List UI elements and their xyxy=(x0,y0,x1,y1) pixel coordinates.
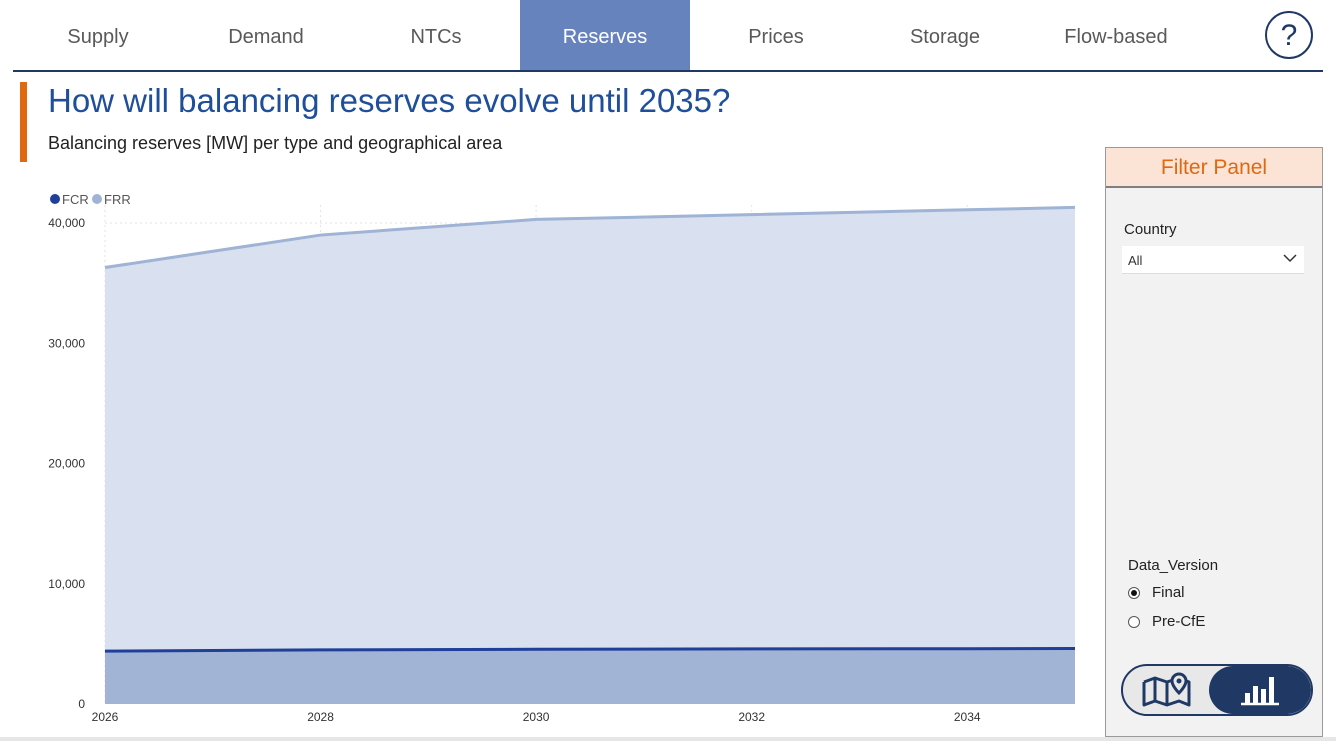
question-mark-icon: ? xyxy=(1280,19,1298,52)
title-accent-bar xyxy=(20,82,27,162)
bar-chart-icon xyxy=(1241,677,1279,706)
y-tick-label: 40,000 xyxy=(48,216,85,230)
x-tick-label: 2026 xyxy=(92,710,119,724)
page-title: How will balancing reserves evolve until… xyxy=(48,82,731,119)
series-line-fcr xyxy=(104,646,1076,653)
reserves-area-chart: 0 10,000 20,000 30,000 40,000 2026 2028 2030 203… xyxy=(48,192,1076,724)
radio-final[interactable] xyxy=(1128,587,1140,599)
legend-label-frr: FRR xyxy=(104,192,131,207)
x-tick-label: 2032 xyxy=(738,710,765,724)
y-tick-label: 0 xyxy=(78,697,85,711)
country-dropdown[interactable]: All xyxy=(1122,246,1304,274)
data-version-label: Data_Version xyxy=(1128,557,1219,574)
legend-marker-frr xyxy=(92,194,102,204)
filter-panel-title: Filter Panel xyxy=(1106,148,1322,188)
radio-pre-cfe-label: Pre-CfE xyxy=(1152,613,1206,630)
country-dropdown-value: All xyxy=(1128,253,1143,268)
radio-final-label: Final xyxy=(1152,584,1185,601)
tab-ntcs[interactable]: NTCs xyxy=(410,26,462,48)
top-navigation: Supply Demand NTCs Reserves Prices Stora… xyxy=(13,0,1323,72)
series-line-frr xyxy=(104,205,1076,270)
map-view-button[interactable] xyxy=(1123,666,1213,714)
tab-reserves[interactable]: Reserves xyxy=(520,0,690,70)
tab-prices[interactable]: Prices xyxy=(748,26,804,48)
page-subtitle: Balancing reserves [MW] per type and geo… xyxy=(48,133,503,153)
x-tick-label: 2034 xyxy=(954,710,981,724)
series-area-fcr xyxy=(105,648,1075,704)
map-pin-icon xyxy=(1142,672,1191,707)
x-tick-label: 2030 xyxy=(523,710,550,724)
chevron-down-icon xyxy=(1283,254,1297,263)
chart-view-button[interactable] xyxy=(1209,666,1311,714)
help-button[interactable]: ? xyxy=(1265,11,1313,59)
bottom-scrollbar xyxy=(0,737,1336,741)
filter-panel: Filter Panel Country All Data_Version Fi… xyxy=(1105,147,1323,737)
country-label: Country xyxy=(1124,221,1177,238)
y-tick-label: 30,000 xyxy=(48,336,85,350)
legend-label-fcr: FCR xyxy=(62,192,89,207)
x-tick-label: 2028 xyxy=(307,710,334,724)
tab-supply[interactable]: Supply xyxy=(67,26,129,48)
tab-storage[interactable]: Storage xyxy=(909,26,981,48)
view-toggle xyxy=(1121,664,1313,716)
series-area-frr xyxy=(105,207,1075,704)
tab-flow-based[interactable]: Flow-based xyxy=(1064,26,1168,48)
legend-marker-fcr xyxy=(50,194,60,204)
tab-demand[interactable]: Demand xyxy=(228,26,304,48)
y-tick-label: 10,000 xyxy=(48,577,85,591)
radio-pre-cfe[interactable] xyxy=(1128,616,1140,628)
y-tick-label: 20,000 xyxy=(48,457,85,471)
